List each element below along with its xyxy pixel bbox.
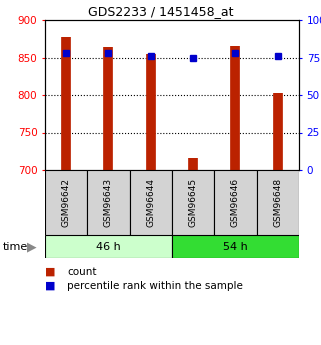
Text: ▶: ▶ [27, 240, 37, 253]
Text: ■: ■ [45, 281, 56, 291]
Text: 46 h: 46 h [96, 241, 121, 252]
Bar [214, 170, 257, 235]
Bar [130, 170, 172, 235]
Text: ■: ■ [45, 267, 56, 277]
Text: 54 h: 54 h [223, 241, 248, 252]
Bar [257, 170, 299, 235]
Text: GSM96642: GSM96642 [62, 178, 71, 227]
Text: GSM96648: GSM96648 [273, 178, 282, 227]
Text: GSM96645: GSM96645 [189, 178, 198, 227]
Text: GSM96646: GSM96646 [231, 178, 240, 227]
Text: GSM96644: GSM96644 [146, 178, 155, 227]
Text: GDS2233 / 1451458_at: GDS2233 / 1451458_at [88, 5, 233, 18]
Text: count: count [67, 267, 97, 277]
Text: GSM96643: GSM96643 [104, 178, 113, 227]
Text: percentile rank within the sample: percentile rank within the sample [67, 281, 243, 291]
Bar [45, 170, 87, 235]
Bar [172, 170, 214, 235]
Bar [172, 235, 299, 258]
Bar [45, 235, 172, 258]
Bar [87, 170, 130, 235]
Text: time: time [3, 241, 29, 252]
